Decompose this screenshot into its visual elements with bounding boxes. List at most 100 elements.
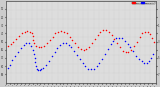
Point bbox=[95, 65, 98, 67]
Point bbox=[23, 31, 26, 32]
Point bbox=[7, 67, 9, 68]
Point bbox=[42, 67, 45, 68]
Point bbox=[126, 43, 129, 45]
Point bbox=[152, 41, 155, 42]
Point bbox=[135, 55, 137, 56]
Point bbox=[104, 53, 106, 55]
Point bbox=[73, 50, 76, 51]
Point bbox=[31, 33, 33, 34]
Point bbox=[121, 38, 123, 39]
Point bbox=[133, 45, 135, 46]
Point bbox=[49, 39, 51, 41]
Point bbox=[32, 49, 34, 50]
Point bbox=[151, 37, 153, 38]
Point bbox=[68, 36, 71, 37]
Point bbox=[26, 30, 29, 32]
Point bbox=[149, 34, 151, 35]
Point bbox=[124, 40, 126, 41]
Point bbox=[132, 51, 134, 52]
Point bbox=[137, 58, 140, 60]
Point bbox=[34, 57, 36, 59]
Point bbox=[143, 62, 146, 64]
Point bbox=[140, 61, 143, 62]
Point bbox=[65, 33, 68, 34]
Point bbox=[35, 65, 37, 67]
Point bbox=[34, 61, 36, 63]
Point bbox=[141, 33, 144, 34]
Point bbox=[71, 39, 74, 41]
Point bbox=[148, 61, 150, 62]
Point bbox=[138, 36, 141, 37]
Point bbox=[37, 47, 40, 48]
Point bbox=[67, 44, 70, 46]
Point bbox=[85, 48, 88, 50]
Point bbox=[40, 69, 43, 70]
Point bbox=[50, 56, 53, 57]
Point bbox=[74, 43, 76, 44]
Point bbox=[87, 68, 89, 69]
Point bbox=[12, 41, 15, 42]
Point bbox=[98, 62, 101, 64]
Point bbox=[20, 47, 22, 49]
Point bbox=[70, 47, 73, 48]
Point bbox=[22, 44, 25, 46]
Point bbox=[60, 30, 62, 32]
Point bbox=[136, 41, 138, 42]
Legend: Temp, Humidity: Temp, Humidity bbox=[132, 2, 155, 4]
Point bbox=[54, 33, 57, 34]
Point bbox=[84, 65, 87, 67]
Point bbox=[7, 45, 9, 46]
Point bbox=[36, 70, 39, 71]
Point bbox=[63, 31, 65, 32]
Point bbox=[102, 29, 104, 31]
Point bbox=[17, 52, 19, 53]
Point bbox=[33, 43, 35, 44]
Point bbox=[116, 43, 119, 44]
Point bbox=[18, 35, 20, 37]
Point bbox=[59, 44, 61, 46]
Point bbox=[8, 64, 11, 65]
Point bbox=[105, 29, 107, 31]
Point bbox=[119, 47, 121, 48]
Point bbox=[109, 43, 112, 45]
Point bbox=[91, 43, 93, 44]
Point bbox=[45, 65, 47, 66]
Point bbox=[93, 38, 96, 40]
Point bbox=[88, 46, 90, 47]
Point bbox=[80, 48, 82, 50]
Point bbox=[36, 68, 38, 69]
Point bbox=[150, 57, 152, 59]
Point bbox=[76, 54, 78, 55]
Point bbox=[29, 31, 32, 32]
Point bbox=[93, 68, 95, 69]
Point bbox=[48, 61, 50, 62]
Point bbox=[77, 46, 79, 47]
Point bbox=[11, 60, 14, 61]
Point bbox=[9, 43, 12, 45]
Point bbox=[51, 36, 54, 37]
Point bbox=[118, 37, 120, 38]
Point bbox=[43, 45, 46, 46]
Point bbox=[147, 31, 149, 32]
Point bbox=[130, 49, 132, 50]
Point bbox=[30, 45, 32, 46]
Point bbox=[107, 48, 109, 50]
Point bbox=[112, 40, 115, 41]
Point bbox=[79, 58, 81, 60]
Point bbox=[81, 62, 84, 64]
Point bbox=[38, 70, 41, 71]
Point bbox=[40, 47, 43, 48]
Point bbox=[33, 53, 35, 55]
Point bbox=[64, 43, 67, 44]
Point bbox=[115, 38, 118, 39]
Point bbox=[113, 38, 116, 40]
Point bbox=[108, 31, 110, 32]
Point bbox=[127, 52, 130, 53]
Point bbox=[101, 58, 104, 60]
Point bbox=[46, 43, 48, 44]
Point bbox=[146, 62, 148, 64]
Point bbox=[32, 35, 34, 37]
Point bbox=[96, 34, 99, 36]
Point bbox=[124, 52, 127, 53]
Point bbox=[99, 31, 102, 32]
